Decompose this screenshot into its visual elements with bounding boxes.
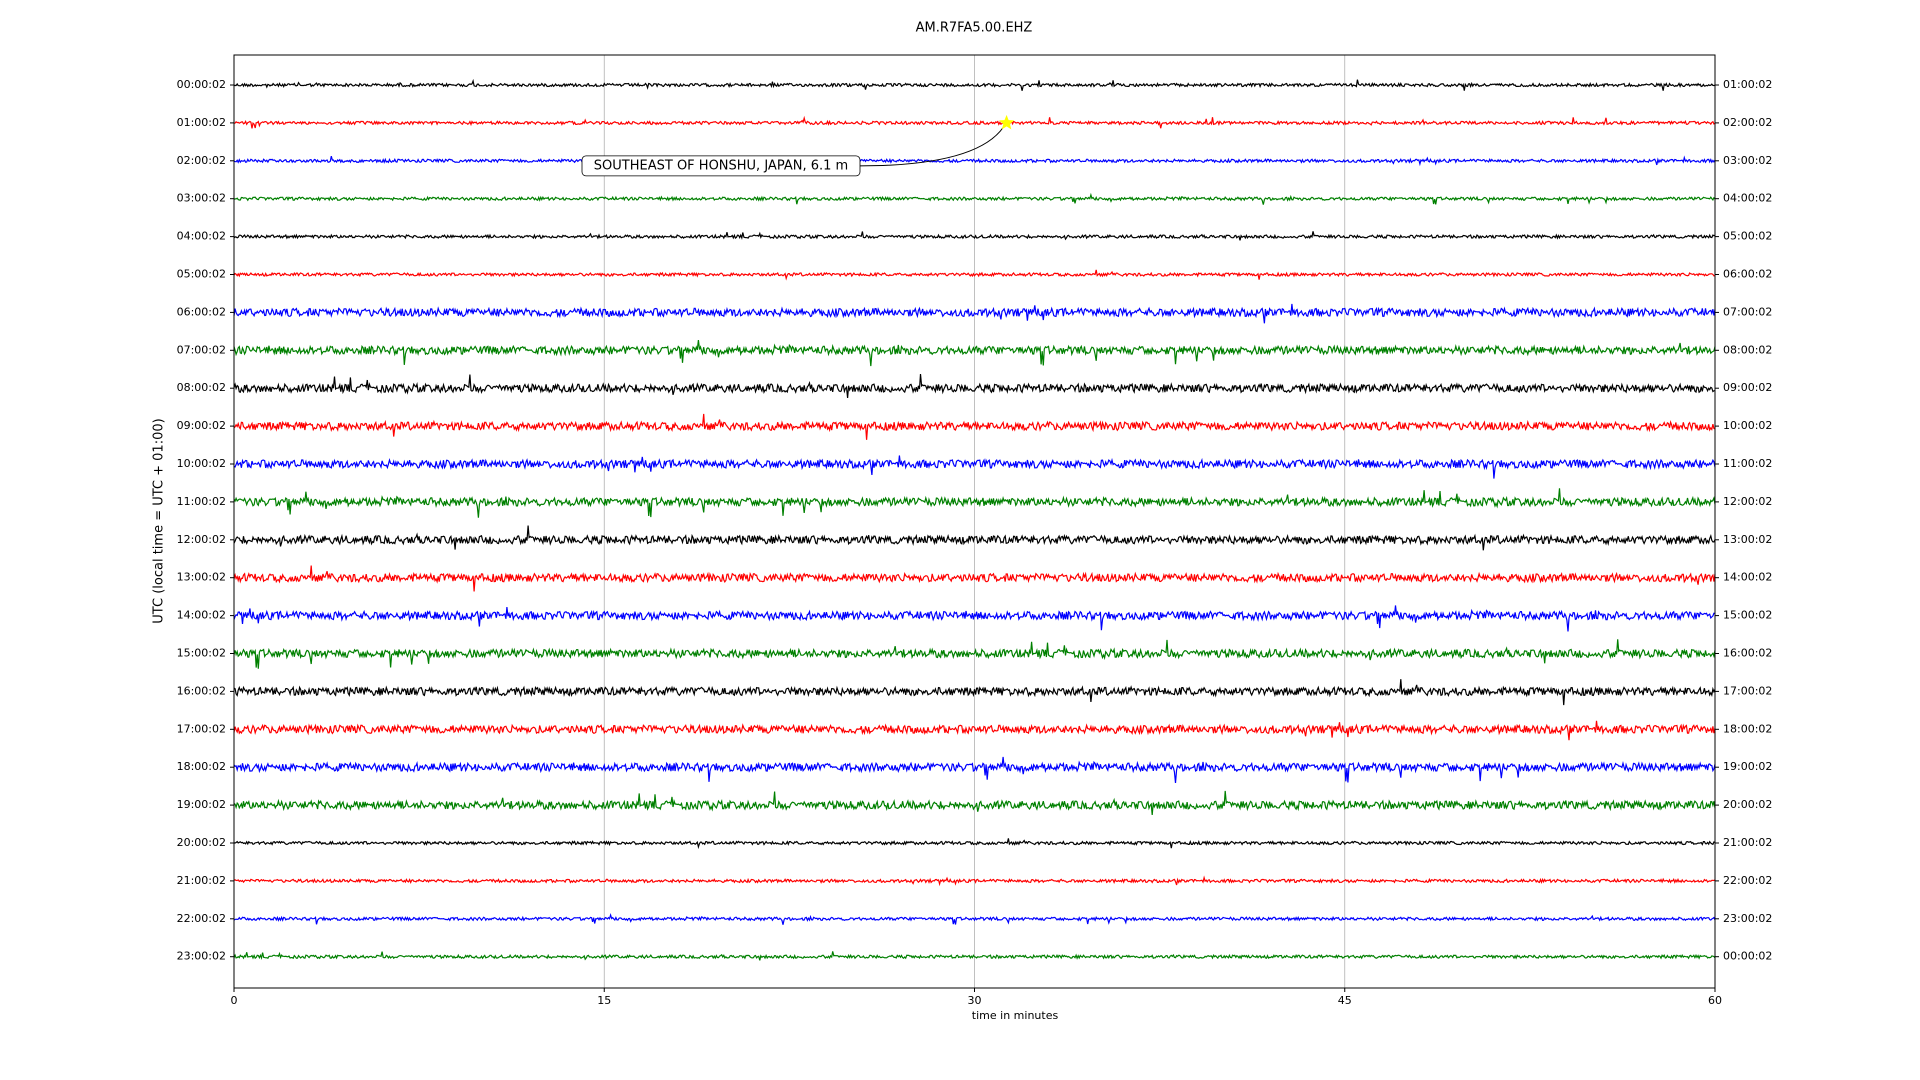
y2-tick-label: 14:00:02 [1723,571,1772,584]
y2-tick-label: 12:00:02 [1723,495,1772,508]
y-tick-label: 09:00:02 [177,419,226,432]
y2-tick-label: 20:00:02 [1723,798,1772,811]
y2-tick-label: 07:00:02 [1723,305,1772,318]
trace [233,455,1716,479]
trace [233,192,1716,205]
x-tick-label: 45 [1338,994,1352,1007]
y-tick-label: 20:00:02 [177,836,226,849]
y-tick-label: 11:00:02 [177,495,226,508]
trace [233,115,1716,129]
y-tick-label: 12:00:02 [177,533,226,546]
y2-tick-label: 17:00:02 [1723,684,1772,697]
annotation-arrow [859,126,1005,167]
x-axis-label: time in minutes [972,1009,1059,1022]
y2-tick-label: 15:00:02 [1723,609,1772,622]
y-tick-label: 13:00:02 [177,571,226,584]
trace [233,912,1716,925]
trace [233,605,1716,632]
y-tick-label: 17:00:02 [177,722,226,735]
y-axis-label: UTC (local time = UTC + 01:00) [152,418,167,623]
y2-tick-label: 10:00:02 [1723,419,1772,432]
chart-title: AM.R7FA5.00.EHZ [916,21,1033,36]
trace [233,303,1716,324]
trace [233,155,1716,167]
trace [233,565,1716,592]
trace [233,78,1716,91]
y2-tick-label: 05:00:02 [1723,230,1772,243]
y2-tick-label: 03:00:02 [1723,154,1772,167]
trace [233,525,1716,551]
annotation-text: SOUTHEAST OF HONSHU, JAPAN, 6.1 m [594,158,848,173]
trace [233,413,1716,440]
y2-tick-label: 08:00:02 [1723,343,1772,356]
y-tick-label: 06:00:02 [177,305,226,318]
trace [233,488,1716,518]
y-tick-label: 23:00:02 [177,950,226,963]
x-tick-label: 0 [231,994,238,1007]
y2-tick-label: 23:00:02 [1723,912,1772,925]
y-tick-label: 19:00:02 [177,798,226,811]
y2-tick-label: 22:00:02 [1723,874,1772,887]
trace [233,231,1716,241]
trace [233,340,1716,367]
trace [233,875,1716,887]
y-tick-label: 02:00:02 [177,154,226,167]
y2-tick-label: 21:00:02 [1723,836,1772,849]
y-tick-label: 16:00:02 [177,684,226,697]
y-tick-label: 22:00:02 [177,912,226,925]
y-tick-label: 04:00:02 [177,230,226,243]
event-marker [999,114,1015,130]
trace [233,951,1716,961]
y-tick-label: 21:00:02 [177,874,226,887]
trace [233,756,1716,784]
y-tick-label: 15:00:02 [177,647,226,660]
y-tick-label: 07:00:02 [177,343,226,356]
y2-tick-label: 06:00:02 [1723,268,1772,281]
trace [233,269,1716,281]
trace [233,639,1716,669]
x-tick-label: 30 [968,994,982,1007]
y-tick-label: 00:00:02 [177,78,226,91]
y-tick-label: 05:00:02 [177,268,226,281]
y-tick-label: 10:00:02 [177,457,226,470]
y2-tick-label: 18:00:02 [1723,722,1772,735]
y2-tick-label: 04:00:02 [1723,192,1772,205]
trace [233,838,1716,850]
y2-tick-label: 02:00:02 [1723,116,1772,129]
y2-tick-label: 01:00:02 [1723,78,1772,91]
y2-tick-label: 09:00:02 [1723,381,1772,394]
plot-frame [233,54,1716,989]
x-tick-label: 60 [1708,994,1722,1007]
y-tick-label: 03:00:02 [177,192,226,205]
y-tick-label: 08:00:02 [177,381,226,394]
x-tick-label: 15 [597,994,611,1007]
y-tick-label: 14:00:02 [177,609,226,622]
y2-tick-label: 13:00:02 [1723,533,1772,546]
y-tick-label: 18:00:02 [177,760,226,773]
trace [233,720,1716,741]
y2-tick-label: 19:00:02 [1723,760,1772,773]
trace [233,790,1716,815]
y2-tick-label: 00:00:02 [1723,950,1772,963]
y2-tick-label: 11:00:02 [1723,457,1772,470]
trace [233,679,1716,706]
y-tick-label: 01:00:02 [177,116,226,129]
annotation-box [581,155,861,177]
trace [233,373,1716,399]
y2-tick-label: 16:00:02 [1723,647,1772,660]
